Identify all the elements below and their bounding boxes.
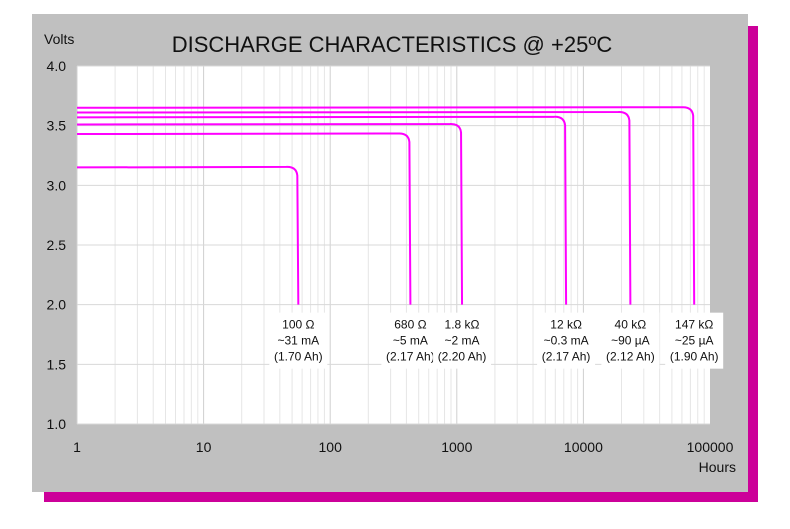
x-tick-label: 100: [319, 439, 343, 455]
y-tick-label: 1.0: [47, 416, 67, 432]
series-label-name: 147 kΩ: [675, 318, 713, 332]
y-tick-label: 3.5: [47, 118, 67, 134]
series-label-capacity: (1.70 Ah): [274, 350, 323, 364]
discharge-curve: [76, 115, 568, 305]
series-label-current: ~90 µA: [611, 334, 650, 348]
series-label-capacity: (1.90 Ah): [670, 350, 719, 364]
series-label-current: ~31 mA: [277, 334, 319, 348]
chart-title: DISCHARGE CHARACTERISTICS @ +25ºC: [172, 32, 613, 57]
y-tick-label: 1.5: [47, 356, 67, 372]
series-label-capacity: (2.17 Ah): [542, 350, 591, 364]
y-axis-label: Volts: [44, 31, 74, 47]
series-label-capacity: (2.20 Ah): [438, 350, 487, 364]
series-label-box: [537, 312, 596, 369]
series-label-name: 100 Ω: [282, 318, 314, 332]
y-tick-label: 2.0: [47, 297, 67, 313]
series-label-box: [433, 312, 492, 369]
series-label-current: ~5 mA: [393, 334, 428, 348]
x-tick-label: 1000: [441, 439, 472, 455]
series-label-box: [601, 312, 660, 369]
discharge-curve: [76, 106, 696, 305]
series-label-name: 1.8 kΩ: [445, 318, 480, 332]
discharge-curve: [76, 132, 412, 305]
x-tick-label: 10: [196, 439, 212, 455]
series-label-current: ~0.3 mA: [544, 334, 589, 348]
series-label-box: [665, 312, 724, 369]
x-tick-label: 10000: [564, 439, 603, 455]
series-label-box: [381, 312, 440, 369]
series-label-current: ~2 mA: [445, 334, 480, 348]
discharge-curve: [76, 111, 632, 305]
series-label-capacity: (2.17 Ah): [386, 350, 435, 364]
x-tick-label: 100000: [687, 439, 734, 455]
y-tick-label: 4.0: [47, 58, 67, 74]
series-label-current: ~25 µA: [675, 334, 714, 348]
series-label-name: 40 kΩ: [615, 318, 647, 332]
series-label-capacity: (2.12 Ah): [606, 350, 655, 364]
series-label-box: [269, 312, 328, 369]
y-tick-label: 2.5: [47, 237, 67, 253]
x-tick-label: 1: [73, 439, 81, 455]
discharge-curve: [76, 165, 300, 305]
x-axis-label: Hours: [699, 459, 736, 475]
series-label-name: 680 Ω: [394, 318, 426, 332]
discharge-curve: [76, 122, 464, 305]
series-label-name: 12 kΩ: [550, 318, 582, 332]
y-tick-label: 3.0: [47, 177, 67, 193]
